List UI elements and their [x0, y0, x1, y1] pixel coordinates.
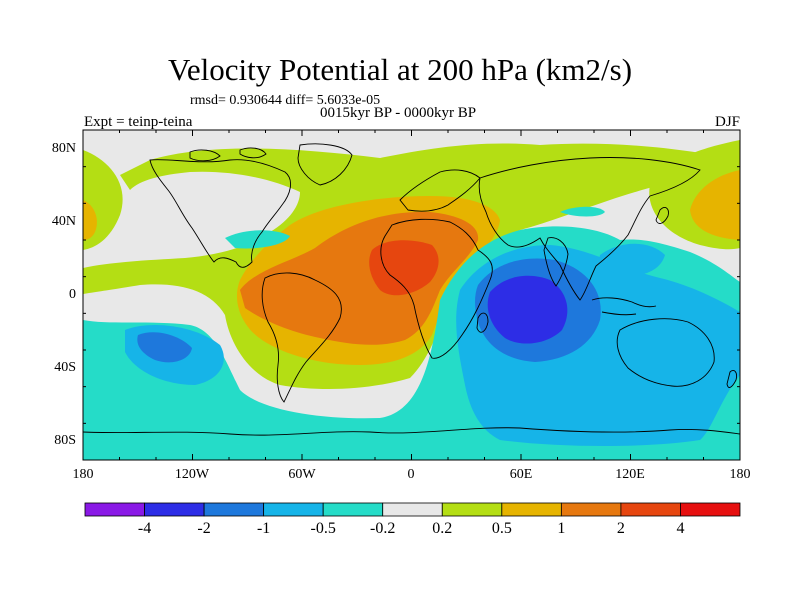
- colorbar-swatch: [620, 502, 681, 517]
- contour-neg-0-2-atl: [225, 230, 290, 249]
- coast-new-zealand: [726, 369, 737, 388]
- colorbar-swatch: [441, 502, 503, 517]
- colorbar-swatch: [501, 502, 562, 517]
- axis-ticks: [82, 129, 741, 461]
- colorbar-label: 1: [557, 520, 566, 537]
- colorbar-label: -2: [197, 520, 211, 537]
- coast-madagascar: [476, 312, 489, 333]
- colorbar-label: 2: [616, 520, 625, 537]
- colorbar-swatch: [263, 502, 324, 517]
- colorbar-swatch: [560, 502, 622, 517]
- colorbar-swatch: [322, 502, 384, 517]
- lon-label-0: 0: [407, 467, 415, 482]
- coast-south-america: [261, 272, 342, 403]
- lat-label-0: 0: [69, 287, 76, 302]
- lat-label-40s: 40S: [54, 360, 76, 375]
- colorbar-swatch: [203, 502, 265, 517]
- lat-label-40n: 40N: [51, 214, 76, 229]
- colorbar-label: 0.2: [432, 520, 453, 537]
- lon-label-60w: 60W: [288, 467, 316, 482]
- contour-neg-2: [487, 275, 568, 344]
- contour-field: [83, 130, 740, 460]
- contour-pos-2: [369, 240, 439, 296]
- coast-north-america: [149, 159, 292, 268]
- colorbar-swatch: [382, 502, 443, 517]
- colorbar-label: -1: [256, 520, 271, 537]
- contour-pos-0-5-nw: [83, 200, 97, 240]
- lon-label-180w: 180: [72, 467, 94, 482]
- season-label: DJF: [714, 114, 740, 130]
- colorbar: [84, 502, 741, 517]
- contour-neg-1-sp: [137, 332, 192, 363]
- contour-neg-0-2-cap: [560, 206, 605, 217]
- colorbar-label: 4: [676, 520, 685, 537]
- colorbar-label: 0.5: [491, 520, 512, 537]
- coast-arctic-islands: [189, 147, 267, 162]
- contour-neg-0-5-nh: [599, 243, 665, 276]
- coast-india: [543, 237, 569, 287]
- lon-label-60e: 60E: [509, 467, 533, 482]
- colorbar-label: -0.5: [310, 520, 336, 537]
- lat-label-80n: 80N: [51, 141, 76, 156]
- coast-japan: [655, 207, 669, 224]
- lat-label-80s: 80S: [54, 433, 76, 448]
- contour-pos-0-5-ne: [690, 170, 740, 240]
- colorbar-label: -0.2: [370, 520, 396, 537]
- colorbar-swatch: [680, 502, 741, 517]
- coast-indonesia: [591, 297, 657, 316]
- colorbar-label: -4: [137, 520, 152, 537]
- lon-label-120w: 120W: [174, 467, 210, 482]
- stats-line: rmsd= 0.930644 diff= 5.6033e-05: [190, 93, 381, 108]
- coast-asia: [478, 157, 701, 301]
- lon-label-180e: 180: [729, 467, 751, 482]
- coastlines: [83, 143, 740, 436]
- lon-label-120e: 120E: [615, 467, 645, 482]
- map-title: Velocity Potential at 200 hPa (km2/s): [167, 52, 633, 87]
- map-subtitle: 0015kyr BP - 0000kyr BP: [320, 105, 477, 121]
- colorbar-swatch: [144, 502, 205, 517]
- coast-antarctica: [83, 427, 740, 436]
- coast-australia: [616, 318, 715, 387]
- coast-africa: [380, 218, 493, 359]
- coast-greenland: [297, 143, 353, 186]
- colorbar-swatch: [84, 502, 145, 517]
- experiment-label: Expt = teinp-teina: [84, 114, 193, 130]
